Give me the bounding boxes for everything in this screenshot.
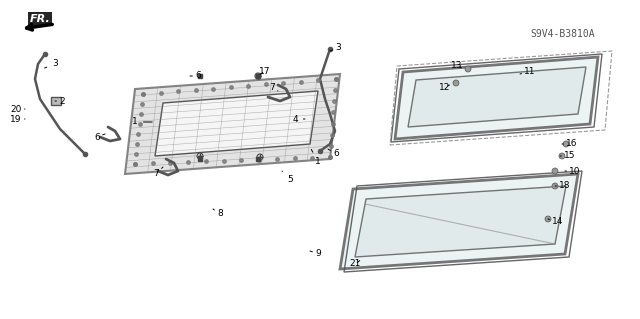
Text: 19: 19 [10, 115, 25, 123]
Text: 3: 3 [45, 60, 58, 69]
Polygon shape [395, 57, 598, 139]
Text: 6: 6 [94, 132, 105, 142]
Polygon shape [355, 186, 566, 257]
Circle shape [465, 66, 471, 72]
Text: 8: 8 [213, 209, 223, 219]
Text: 9: 9 [310, 249, 321, 258]
Polygon shape [340, 174, 578, 269]
Text: 10: 10 [565, 167, 580, 175]
Text: 20: 20 [10, 105, 25, 114]
Text: 6: 6 [190, 71, 201, 80]
Bar [51, 97, 61, 105]
Text: 17: 17 [259, 66, 271, 76]
Text: 6: 6 [328, 149, 339, 159]
Text: S9V4-B3810A: S9V4-B3810A [530, 29, 595, 39]
Circle shape [559, 153, 565, 159]
Text: 2: 2 [55, 97, 65, 106]
Circle shape [545, 216, 551, 222]
Text: 16: 16 [562, 139, 578, 149]
Polygon shape [125, 74, 340, 174]
Text: 21: 21 [349, 259, 361, 269]
Text: 7: 7 [153, 167, 163, 179]
Text: 13: 13 [451, 62, 463, 70]
Polygon shape [408, 67, 586, 127]
Text: 4: 4 [292, 115, 305, 123]
Text: 14: 14 [548, 218, 564, 226]
Text: 1: 1 [311, 149, 321, 167]
Text: 12: 12 [439, 83, 451, 92]
Text: 18: 18 [555, 182, 571, 190]
Text: 3: 3 [330, 42, 341, 51]
Circle shape [552, 168, 558, 174]
Circle shape [552, 183, 558, 189]
Text: FR.: FR. [29, 14, 51, 24]
Circle shape [453, 80, 459, 86]
Circle shape [563, 141, 569, 147]
Text: 1: 1 [132, 117, 152, 127]
Text: 7: 7 [269, 83, 278, 92]
Polygon shape [155, 91, 318, 156]
Text: 5: 5 [282, 171, 293, 183]
Text: 15: 15 [560, 152, 576, 160]
Text: 11: 11 [520, 66, 536, 76]
